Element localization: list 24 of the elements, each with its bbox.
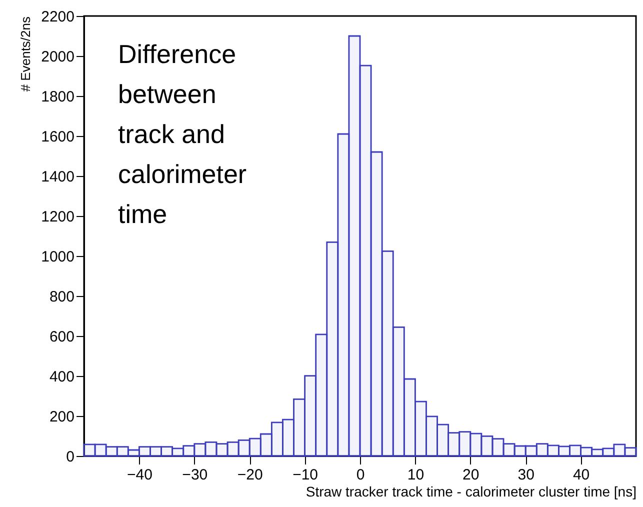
x-tick-label: 30 (518, 466, 534, 484)
x-tick-label: −10 (292, 466, 318, 484)
y-tick-label: 1600 (41, 128, 74, 146)
x-tick-label: 0 (356, 466, 365, 484)
y-axis-title: # Events/2ns (18, 16, 34, 92)
x-tick-label: 20 (462, 466, 480, 484)
y-tick-label: 600 (49, 328, 74, 346)
x-tick-label: −30 (182, 466, 208, 484)
y-tick-label: 2200 (41, 8, 74, 26)
x-tick-label: −20 (237, 466, 263, 484)
y-tick-label: 1400 (41, 168, 74, 186)
x-axis-title: Straw tracker track time - calorimeter cluster time [ns] (306, 484, 636, 500)
y-tick-label: 400 (49, 368, 74, 386)
x-tick-label: 10 (407, 466, 424, 484)
y-tick-label: 2000 (41, 48, 74, 66)
y-tick-label: 1000 (41, 248, 74, 266)
y-tick-label: 800 (49, 288, 74, 306)
y-tick-label: 1200 (41, 208, 74, 226)
x-tick-label: 40 (572, 466, 590, 484)
y-tick-label: 1800 (41, 88, 74, 106)
y-tick-label: 200 (49, 408, 74, 426)
annotation: Difference between track and calorimeter time (118, 39, 247, 229)
y-tick-label: 0 (66, 448, 74, 466)
x-tick-label: −40 (126, 466, 152, 484)
